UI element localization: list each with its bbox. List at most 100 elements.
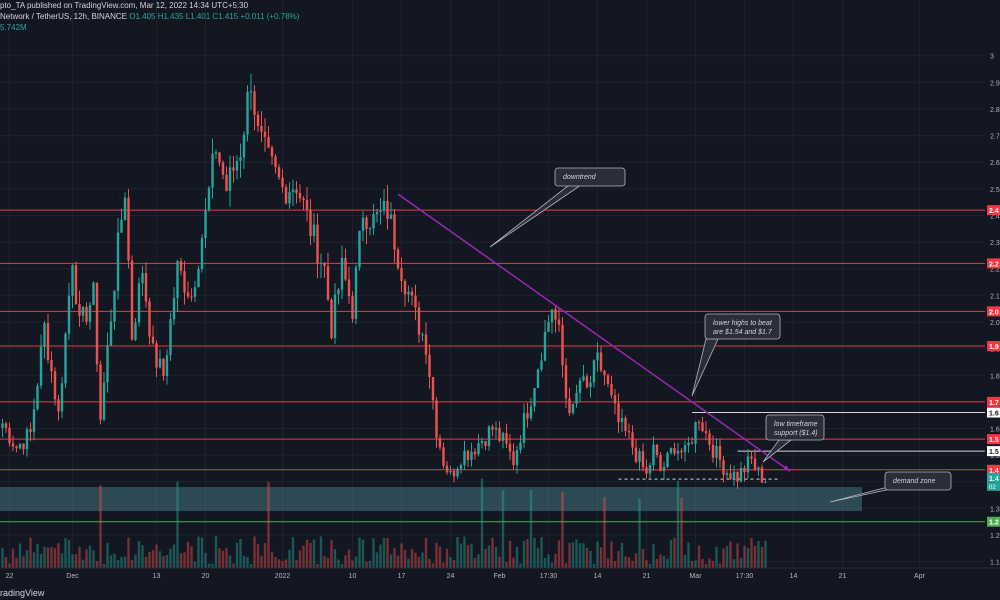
price-tag-label: 1.2: [989, 520, 999, 527]
candle-body: [690, 442, 694, 444]
candle-body: [309, 209, 312, 237]
price-tick-label: 2.7: [990, 134, 1000, 141]
candle-body: [193, 287, 197, 297]
volume-bar: [123, 556, 127, 568]
candle-body: [116, 232, 120, 291]
candle-body: [414, 295, 417, 308]
candle-body: [344, 257, 347, 280]
price-tick-label: 1.2: [990, 533, 1000, 540]
candle-body: [435, 400, 438, 438]
price-tag[interactable]: [987, 258, 1000, 269]
volume-bar: [277, 559, 281, 568]
time-tick-label: 14: [790, 573, 798, 580]
annotations[interactable]: downtrend lower highs to beat are $1.54 an…: [489, 167, 952, 503]
time-tick-label: 22: [6, 573, 14, 580]
candle-body: [382, 200, 386, 211]
lower-highs-callout[interactable]: lower highs to beat are $1.54 and $1.7: [691, 313, 781, 397]
time-tick-label: Feb: [493, 573, 505, 580]
price-tag[interactable]: [987, 464, 1000, 475]
candle-body: [554, 309, 557, 320]
volume-bar: [386, 537, 389, 568]
volume-bar: [347, 549, 351, 568]
volume-bar: [533, 538, 536, 568]
candle-body: [358, 230, 361, 268]
volume-bar: [127, 537, 130, 568]
candle-body: [64, 333, 67, 384]
countdown-label: 02: [989, 485, 996, 491]
downtrend-callout-pointer: [489, 184, 583, 248]
volume-bar: [60, 553, 64, 568]
candle-body: [396, 249, 400, 268]
volume-bar: [50, 546, 53, 568]
volume-bar: [617, 551, 620, 568]
demand-zone-callout[interactable]: demand zone: [829, 471, 952, 503]
candle-body: [162, 358, 165, 376]
candle-body: [536, 369, 540, 389]
candle-body: [718, 445, 722, 461]
volume-bar: [74, 554, 78, 568]
candle-body: [459, 465, 463, 469]
volume-bar: [729, 541, 732, 568]
volume-bar: [305, 539, 309, 568]
candle-body: [578, 380, 582, 393]
price-tag-label: 2.0: [989, 309, 999, 316]
candle-body: [627, 430, 631, 433]
price-tag[interactable]: [987, 205, 1000, 216]
trendline-layer[interactable]: [397, 193, 791, 472]
price-tag[interactable]: [987, 446, 1000, 457]
volume-bar: [631, 560, 634, 568]
candle-body: [88, 304, 92, 322]
price-tag[interactable]: [987, 516, 1000, 527]
price-tag-label: 1.6: [989, 411, 999, 418]
price-tag-label: 1.4: [989, 476, 999, 483]
candle-body: [74, 265, 78, 305]
candle-body: [494, 427, 498, 430]
tradingview-watermark: radingView: [0, 588, 45, 598]
symbol-label: Network / TetherUS, 12h, BINANCE: [0, 12, 130, 21]
support-callout[interactable]: low timeframe support ($1.4): [762, 414, 825, 463]
price-tag[interactable]: [987, 472, 1000, 483]
volume-bar: [361, 539, 365, 568]
volume-bar: [144, 556, 148, 568]
price-tag[interactable]: [987, 407, 1000, 418]
candle-body: [46, 323, 50, 360]
candle-body: [253, 91, 256, 115]
candle-body: [659, 454, 662, 472]
price-tag[interactable]: [987, 340, 1000, 351]
price-tag[interactable]: [987, 306, 1000, 317]
time-tick-label: 21: [839, 573, 847, 580]
candle-body: [291, 189, 295, 193]
candle-body: [501, 432, 505, 441]
volume-bar: [389, 554, 393, 568]
volume-bar: [263, 543, 267, 568]
candle-body: [697, 422, 701, 424]
candle-body: [701, 422, 704, 431]
downtrend-line[interactable]: [397, 193, 791, 472]
candle-body: [452, 470, 456, 477]
price-axis[interactable]: 3 2.9 2.8 2.7 2.6 2.5 2.4 2.3 2.2 2.1 2.0 1.9 1.8 1.7…: [987, 0, 1000, 600]
candle-body: [449, 470, 452, 473]
volume-bar: [344, 555, 347, 568]
candle-body: [729, 473, 732, 479]
downtrend-callout[interactable]: downtrend: [489, 167, 626, 248]
candle-body: [190, 296, 193, 298]
candle-body: [638, 451, 641, 462]
price-tag[interactable]: [987, 396, 1000, 407]
volume-bar: [739, 557, 743, 568]
candles: [1, 73, 767, 489]
volume-bar: [232, 563, 235, 568]
candle-body: [155, 343, 158, 368]
price-tag-label: 1.7: [989, 400, 999, 407]
time-axis[interactable]: 22 Dec 13 20 2022 10 17 24 Feb 17:30 14 21 Mar 17:30 1…: [0, 567, 1000, 600]
price-tick-label: 1.6: [990, 427, 1000, 434]
time-tick-label: 17:30: [540, 573, 558, 580]
candle-body: [263, 131, 267, 137]
volume-bar: [680, 497, 683, 568]
price-tick-label: 2.0: [990, 320, 1000, 327]
volume-bar: [155, 544, 158, 568]
volume-bar: [554, 553, 557, 568]
candle-body: [694, 422, 697, 444]
price-tag[interactable]: [987, 434, 1000, 445]
candle-body: [81, 306, 85, 316]
